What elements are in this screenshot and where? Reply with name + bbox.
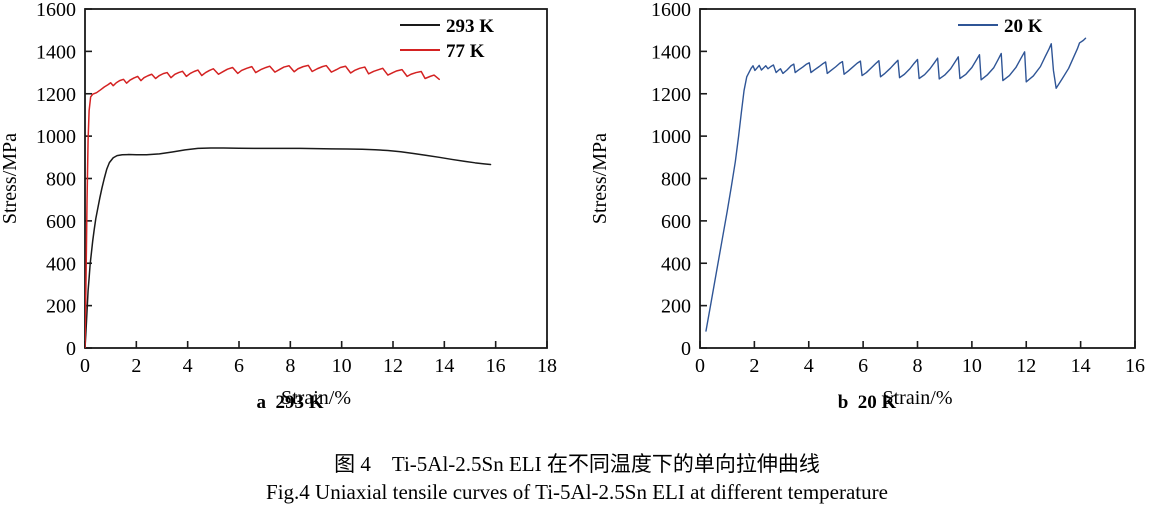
x-axis-title: Strain/% <box>883 387 953 409</box>
y-tick-label: 1200 <box>36 84 76 106</box>
x-tick-label: 2 <box>131 355 141 377</box>
x-tick-label: 6 <box>234 355 244 377</box>
y-tick-label: 0 <box>66 338 76 360</box>
x-tick-label: 0 <box>80 355 90 377</box>
x-tick-label: 0 <box>695 355 705 377</box>
chart-293k-svg: 0 2 4 6 8 10 12 14 16 18 0 200 400 600 800 1000 1200 1400… <box>0 0 557 409</box>
y-tick-label: 1600 <box>651 0 691 21</box>
figure-caption-chinese: 图 4 Ti-5Al-2.5Sn ELI 在不同温度下的单向拉伸曲线 <box>334 452 820 476</box>
x-tick-label: 14 <box>434 355 454 377</box>
x-axis-title: Strain/% <box>281 387 351 409</box>
panel-label-a: a 293 K <box>256 392 324 413</box>
y-tick-label: 800 <box>661 169 691 191</box>
y-tick-label: 600 <box>661 211 691 233</box>
x-tick-label: 10 <box>332 355 352 377</box>
y-axis-title: Stress/MPa <box>589 133 611 224</box>
panel-label-b: b 20 K <box>837 392 897 413</box>
panel-293k: 0 2 4 6 8 10 12 14 16 18 0 200 400 600 800 1000 1200 1400… <box>0 0 580 420</box>
y-tick-label: 0 <box>681 338 691 360</box>
y-axis-title: Stress/MPa <box>0 133 21 224</box>
y-tick-label: 600 <box>46 211 76 233</box>
series-line-20-k <box>705 37 1087 332</box>
y-tick-label: 400 <box>46 253 76 275</box>
y-tick-label: 800 <box>46 169 76 191</box>
x-tick-label: 4 <box>183 355 193 377</box>
series-line-77-k <box>85 64 440 348</box>
y-tick-label: 400 <box>661 253 691 275</box>
legend-label-20-k: 20 K <box>1004 16 1043 37</box>
y-tick-label: 1400 <box>36 41 76 63</box>
series-line-293-k <box>85 147 492 348</box>
y-tick-label: 1600 <box>36 0 76 21</box>
y-tick-label: 1200 <box>651 84 691 106</box>
figure-caption-english: Fig.4 Uniaxial tensile curves of Ti-5Al-… <box>266 480 888 504</box>
x-tick-label: 18 <box>537 355 557 377</box>
y-tick-label: 1000 <box>651 126 691 148</box>
x-tick-label: 16 <box>486 355 506 377</box>
x-tick-label: 2 <box>749 355 759 377</box>
x-tick-label: 12 <box>1016 355 1036 377</box>
x-tick-label: 8 <box>913 355 923 377</box>
x-tick-label: 12 <box>383 355 403 377</box>
x-tick-label: 16 <box>1125 355 1145 377</box>
y-tick-label: 1400 <box>651 41 691 63</box>
chart-20k-svg: 0 2 4 6 8 10 12 14 16 0 200 400 600 800 1000 1200 1400 16… <box>589 0 1145 409</box>
x-tick-label: 6 <box>858 355 868 377</box>
x-tick-label: 8 <box>285 355 295 377</box>
x-tick-label: 14 <box>1071 355 1091 377</box>
y-tick-label: 200 <box>46 296 76 318</box>
legend-label-293-k: 293 K <box>446 16 494 37</box>
x-tick-label: 10 <box>962 355 982 377</box>
y-tick-label: 200 <box>661 296 691 318</box>
x-tick-label: 4 <box>804 355 814 377</box>
panel-20k: 0 2 4 6 8 10 12 14 16 0 200 400 600 800 1000 1200 1400 16… <box>580 0 1154 420</box>
y-tick-label: 1000 <box>36 126 76 148</box>
legend-label-77-k: 77 K <box>446 41 485 62</box>
panels-row: 0 2 4 6 8 10 12 14 16 18 0 200 400 600 800 1000 1200 1400… <box>0 0 1154 420</box>
